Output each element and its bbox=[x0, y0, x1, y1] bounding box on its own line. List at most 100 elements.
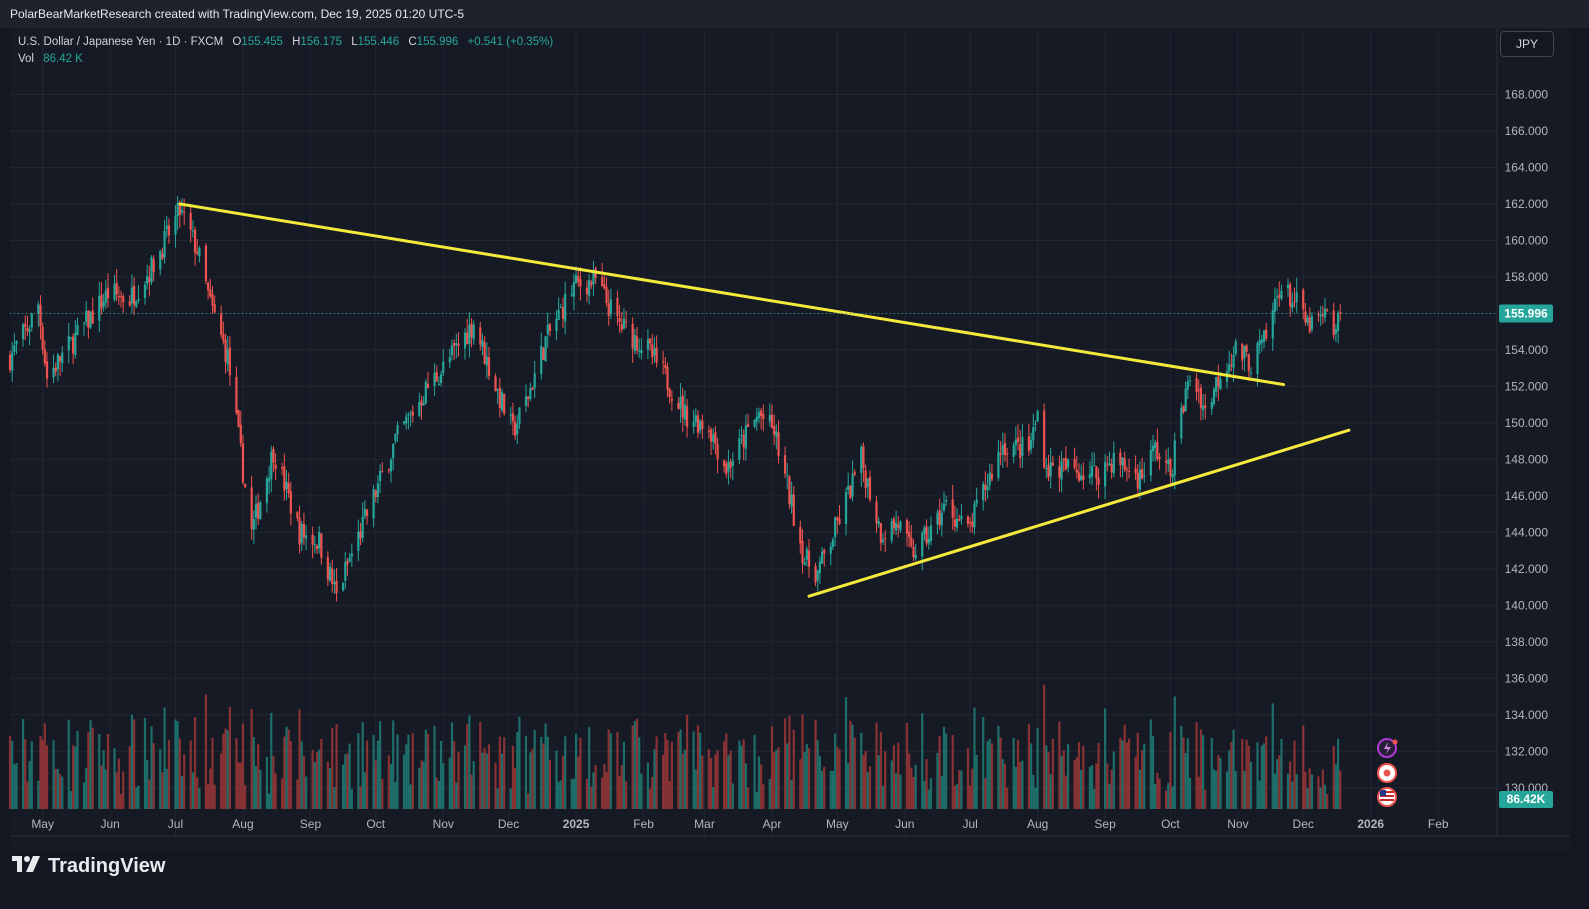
volume-bar bbox=[239, 762, 242, 809]
candle-body bbox=[1184, 388, 1187, 412]
volume-bar bbox=[746, 787, 750, 809]
candle-body bbox=[433, 372, 436, 386]
candle-body bbox=[683, 404, 687, 420]
volume-bar bbox=[76, 730, 79, 809]
volume-bar bbox=[407, 734, 410, 809]
candle-body bbox=[966, 516, 970, 524]
candle-body bbox=[1014, 439, 1017, 446]
volume-bar bbox=[864, 750, 867, 809]
volume-bar bbox=[1258, 780, 1261, 809]
volume-bar bbox=[1323, 784, 1327, 809]
open-value: 155.455 bbox=[241, 36, 283, 48]
volume-bar bbox=[226, 730, 229, 809]
candle-body bbox=[435, 371, 438, 382]
volume-bar bbox=[374, 760, 377, 809]
candle-body bbox=[559, 307, 562, 309]
volume-bar bbox=[122, 771, 125, 809]
volume-bar bbox=[119, 794, 123, 809]
currency-button[interactable]: JPY bbox=[1500, 31, 1554, 57]
volume-bar bbox=[890, 760, 893, 809]
candle-body bbox=[875, 501, 878, 523]
volume-bar bbox=[666, 740, 669, 809]
candle-body bbox=[640, 349, 643, 354]
candle-body bbox=[148, 277, 151, 283]
volume-bar bbox=[1173, 696, 1176, 809]
candle-body bbox=[56, 354, 59, 370]
volume-bar bbox=[333, 786, 336, 809]
low-value: 155.446 bbox=[357, 36, 400, 48]
volume-bar bbox=[670, 741, 673, 809]
volume-bar bbox=[971, 768, 974, 809]
candle-body bbox=[1060, 460, 1063, 480]
candle-body bbox=[28, 329, 31, 332]
candle-body bbox=[897, 524, 900, 528]
candle-body bbox=[265, 478, 269, 504]
volume-bar bbox=[270, 712, 273, 809]
volume-bar bbox=[738, 740, 741, 809]
credit-text: PolarBearMarketResearch created with Tra… bbox=[10, 7, 465, 21]
volume-bar bbox=[344, 754, 347, 809]
volume-bar bbox=[1156, 772, 1159, 809]
volume-bar bbox=[283, 736, 286, 809]
volume-bar bbox=[862, 754, 865, 809]
candle-body bbox=[8, 354, 12, 370]
candle-body bbox=[729, 461, 732, 468]
volume-bar bbox=[1049, 774, 1052, 809]
volume-bar bbox=[668, 781, 671, 809]
candle-body bbox=[207, 282, 210, 291]
candle-body bbox=[267, 478, 271, 482]
candle-body bbox=[1334, 329, 1337, 334]
candle-body bbox=[122, 296, 125, 303]
symbol-label[interactable]: U.S. Dollar / Japanese Yen · 1D · FXCM bbox=[18, 36, 224, 48]
volume-bar bbox=[942, 726, 946, 809]
candle-body bbox=[603, 284, 606, 289]
volume-bar bbox=[376, 740, 380, 809]
candle-body bbox=[381, 471, 384, 473]
candle-body bbox=[409, 412, 412, 414]
candle-body bbox=[119, 296, 123, 298]
x-tick-label: Jul bbox=[962, 817, 977, 831]
candle-body bbox=[564, 293, 567, 322]
vol-label[interactable]: Vol bbox=[18, 53, 34, 65]
volume-bar bbox=[925, 759, 928, 809]
volume-bar bbox=[529, 752, 532, 809]
volume-bar bbox=[592, 772, 595, 809]
volume-bar bbox=[1188, 778, 1192, 809]
candle-body bbox=[259, 502, 262, 519]
volume-bar bbox=[289, 741, 292, 809]
volume-bar bbox=[1077, 742, 1081, 809]
volume-bar bbox=[574, 733, 578, 809]
volume-bar bbox=[30, 741, 33, 809]
volume-bar bbox=[640, 773, 643, 809]
candle-body bbox=[235, 377, 238, 413]
tradingview-logo[interactable]: TradingView bbox=[12, 855, 165, 878]
candle-body bbox=[1271, 310, 1274, 339]
candle-body bbox=[1077, 472, 1081, 481]
volume-bar bbox=[1112, 751, 1115, 809]
volume-bar bbox=[770, 726, 774, 809]
candle-body bbox=[450, 345, 454, 356]
candle-body bbox=[1332, 310, 1335, 336]
candle-body bbox=[969, 522, 972, 524]
candle-body bbox=[516, 423, 519, 435]
volume-bar bbox=[559, 780, 562, 809]
volume-bar bbox=[437, 780, 441, 809]
candle-body bbox=[485, 356, 488, 366]
candle-body bbox=[72, 336, 75, 354]
volume-bar bbox=[762, 784, 765, 809]
candle-body bbox=[762, 413, 765, 420]
volume-bar bbox=[161, 772, 164, 809]
x-tick-label: Dec bbox=[498, 817, 519, 831]
volume-bar bbox=[540, 736, 543, 809]
volume-bar bbox=[616, 731, 619, 809]
candle-body bbox=[960, 515, 963, 520]
candle-body bbox=[161, 253, 164, 259]
volume-bar bbox=[1154, 783, 1157, 809]
candle-body bbox=[899, 521, 902, 531]
candle-body bbox=[392, 443, 395, 459]
volume-bar bbox=[531, 748, 534, 809]
candle-body bbox=[529, 388, 532, 400]
volume-bar bbox=[572, 778, 575, 809]
x-tick-label: Dec bbox=[1293, 817, 1314, 831]
